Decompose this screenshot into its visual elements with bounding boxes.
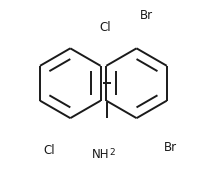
Text: NH: NH — [92, 148, 110, 161]
Text: Br: Br — [164, 141, 177, 154]
Text: Br: Br — [140, 9, 153, 22]
Text: 2: 2 — [109, 148, 115, 157]
Text: Cl: Cl — [43, 144, 55, 157]
Text: Cl: Cl — [99, 21, 111, 34]
